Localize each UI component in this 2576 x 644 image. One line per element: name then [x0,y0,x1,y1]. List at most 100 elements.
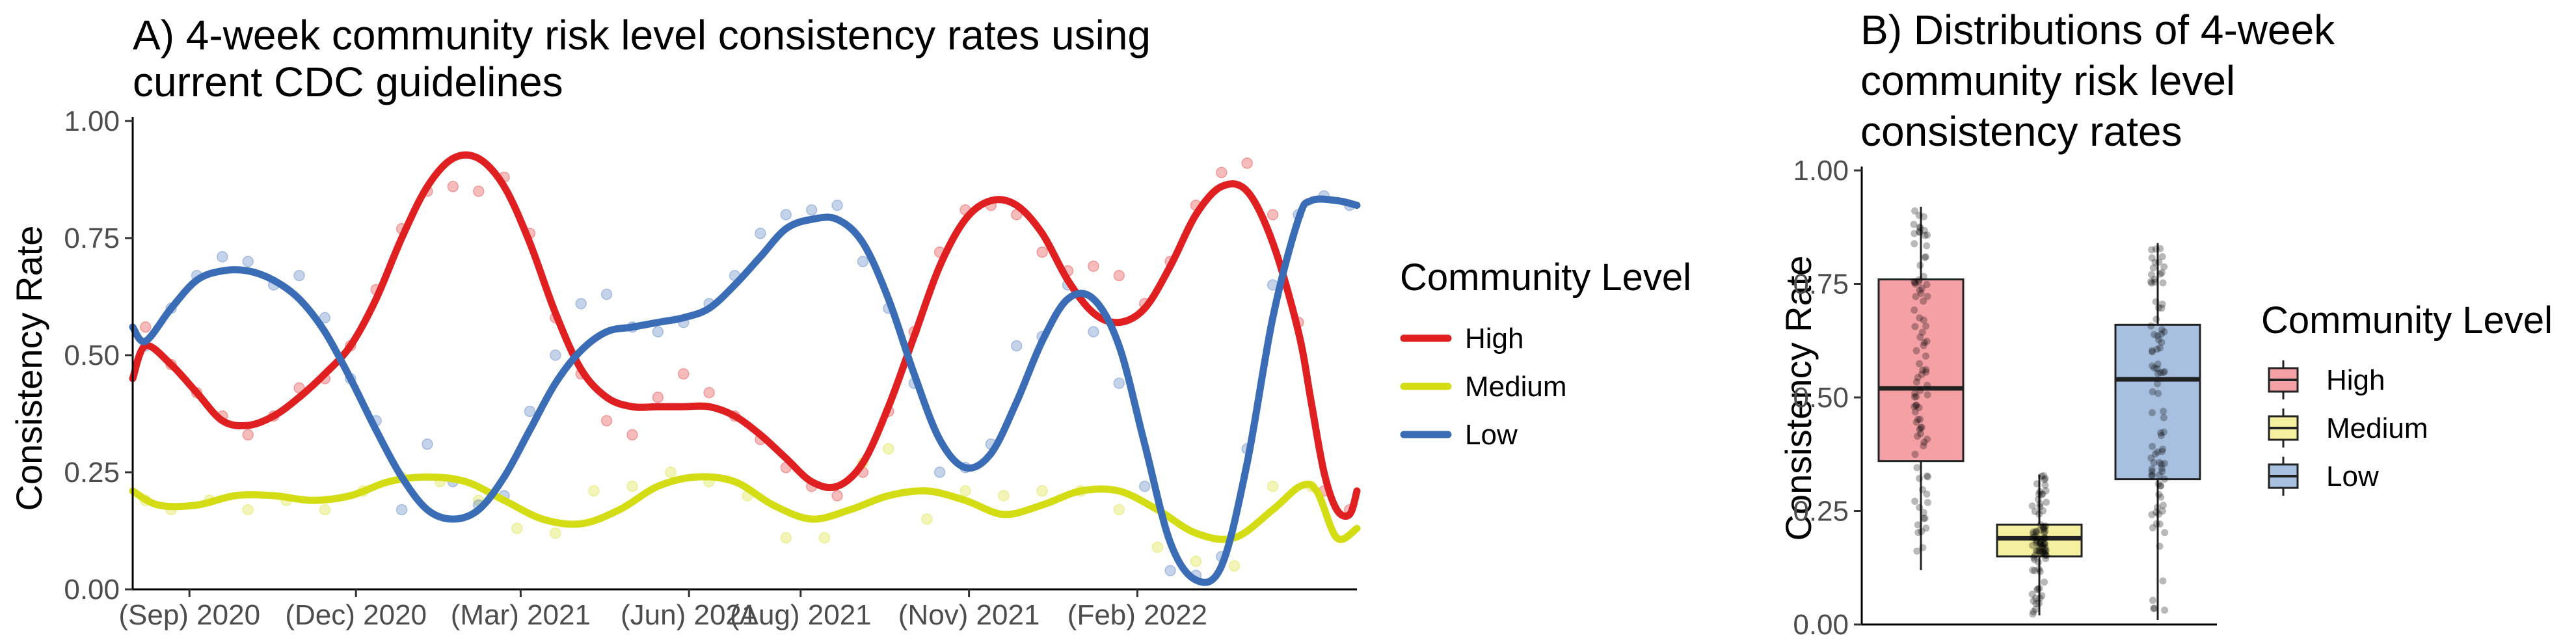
jitter-point-medium-3 [2042,487,2050,495]
jitter-point-low-45 [2147,278,2154,286]
jitter-point-high-53 [1917,289,1925,297]
jitter-point-high-11 [1915,276,1923,284]
legend-b-label-high: High [2326,364,2385,396]
panel-b-y-tick-label-3: 0.75 [1793,269,1849,301]
jitter-point-medium-73 [2037,490,2045,498]
jitter-point-low-34 [2159,279,2167,287]
jitter-point-medium-10 [2030,554,2037,561]
jitter-point-high-4 [1917,424,1925,432]
jitter-point-low-56 [2147,454,2155,462]
jitter-point-high-52 [1916,475,1924,483]
point-low-11 [422,438,433,450]
jitter-point-high-6 [1911,403,1918,410]
jitter-point-medium-58 [2037,541,2045,548]
jitter-point-medium-56 [2035,540,2043,548]
jitter-point-low-5 [2149,442,2156,450]
jitter-point-low-83 [2148,362,2156,370]
jitter-point-low-89 [2147,271,2155,278]
jitter-point-medium-43 [2032,528,2040,536]
jitter-point-high-42 [1911,306,1918,314]
jitter-point-low-65 [2157,330,2165,338]
jitter-point-low-73 [2151,450,2159,458]
jitter-point-high-39 [1920,509,1927,517]
jitter-point-low-18 [2151,258,2159,266]
jitter-point-medium-69 [2032,605,2039,613]
jitter-point-medium-75 [2041,476,2048,484]
panel-a-x-tick-label-4: (Aug) 2021 [730,599,872,631]
point-low-26 [805,204,818,216]
jitter-point-medium-53 [2033,528,2041,535]
jitter-point-low-28 [2150,459,2158,466]
point-medium-20 [883,443,894,455]
jitter-point-high-66 [1911,230,1918,237]
jitter-point-medium-65 [2036,549,2044,557]
jitter-point-medium-26 [2041,533,2048,541]
legend-a-label-low: Low [1465,419,1518,451]
jitter-point-medium-33 [2039,540,2047,548]
jitter-point-low-35 [2153,380,2161,388]
jitter-point-high-30 [1911,278,1918,286]
point-low-7 [319,312,331,324]
jitter-point-high-79 [1920,442,1927,449]
jitter-point-medium-55 [2035,565,2043,573]
legend-a-label-high: High [1465,323,1524,355]
panel-a-legend: High Medium Low [1400,323,1567,451]
jitter-point-high-27 [1911,280,1919,288]
jitter-point-medium-19 [2041,524,2048,532]
jitter-point-low-66 [2154,369,2162,377]
point-low-28 [857,256,869,267]
point-high-44 [1267,209,1279,221]
jitter-point-low-11 [2149,597,2157,604]
jitter-point-high-43 [1914,433,1922,440]
jitter-point-high-63 [1922,524,1930,532]
jitter-point-medium-37 [2036,594,2044,602]
jitter-point-high-69 [1920,273,1927,280]
jitter-point-high-89 [1911,450,1919,458]
jitter-point-low-1 [2157,493,2165,501]
point-high-0 [139,321,152,333]
jitter-point-low-39 [2149,472,2156,479]
jitter-point-low-50 [2152,298,2160,306]
point-medium-30 [1267,480,1279,492]
point-medium-3 [242,503,254,516]
jitter-point-medium-38 [2033,547,2041,555]
jitter-point-low-69 [2158,464,2166,472]
jitter-point-low-75 [2151,604,2158,612]
jitter-point-low-42 [2155,490,2163,498]
jitter-point-high-18 [1920,213,1927,221]
jitter-point-low-23 [2161,529,2169,537]
jitter-point-low-16 [2157,429,2165,436]
box-low [2114,323,2201,481]
jitter-point-medium-47 [2029,610,2037,618]
jitter-point-low-43 [2151,278,2158,286]
panel-b-plot-area [1877,206,2201,621]
jitter-point-low-33 [2149,388,2156,396]
jitter-point-high-50 [1920,338,1928,346]
jitter-point-medium-8 [2035,599,2043,607]
jitter-point-high-0 [1911,207,1919,215]
jitter-point-high-72 [1911,279,1919,287]
panel-a-x-tick-label-1: (Dec) 2020 [285,599,427,631]
point-high-35 [1036,246,1048,258]
jitter-point-high-16 [1913,547,1921,555]
jitter-point-high-85 [1914,521,1922,529]
jitter-point-low-22 [2154,360,2162,368]
jitter-point-medium-36 [2043,498,2050,506]
jitter-point-high-36 [1918,284,1926,292]
jitter-point-medium-20 [2035,547,2043,555]
point-high-4 [242,429,254,441]
jitter-point-low-21 [2160,414,2167,422]
point-high-42 [1216,167,1228,178]
jitter-point-high-3 [1924,435,1931,443]
jitter-point-medium-88 [2038,543,2046,550]
jitter-point-high-19 [1924,498,1931,506]
jitter-point-low-12 [2158,448,2166,455]
point-high-13 [472,185,485,197]
jitter-point-medium-74 [2041,475,2049,483]
jitter-point-medium-76 [2041,528,2049,535]
jitter-point-high-58 [1919,544,1927,552]
jitter-point-high-25 [1916,228,1924,236]
jitter-point-high-88 [1918,370,1925,378]
jitter-point-medium-25 [2040,529,2048,537]
jitter-point-high-5 [1920,438,1928,446]
